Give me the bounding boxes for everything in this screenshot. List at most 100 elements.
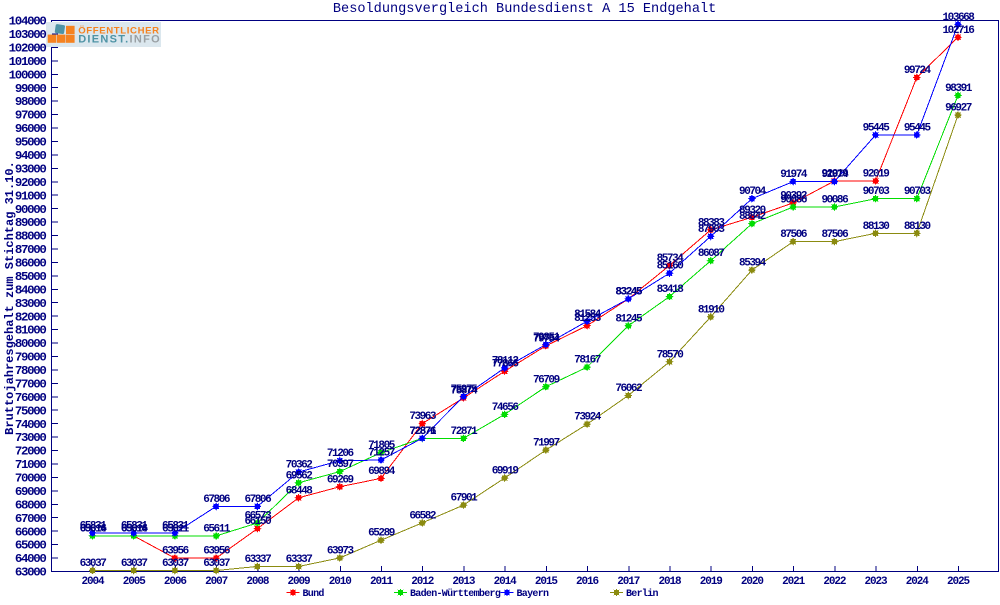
svg-text:70397: 70397 bbox=[327, 459, 354, 471]
svg-text:85160: 85160 bbox=[657, 261, 684, 273]
svg-text:2024: 2024 bbox=[906, 576, 930, 588]
svg-text:93000: 93000 bbox=[15, 162, 47, 176]
svg-text:71206: 71206 bbox=[327, 448, 354, 460]
svg-text:103000: 103000 bbox=[9, 28, 47, 42]
svg-text:102000: 102000 bbox=[9, 41, 47, 55]
svg-text:65616: 65616 bbox=[121, 523, 148, 535]
svg-text:82000: 82000 bbox=[15, 310, 47, 324]
svg-text:69919: 69919 bbox=[492, 466, 519, 478]
svg-text:76062: 76062 bbox=[615, 383, 642, 395]
svg-text:78167: 78167 bbox=[574, 355, 601, 367]
svg-text:Bayern: Bayern bbox=[517, 589, 550, 600]
svg-text:2023: 2023 bbox=[865, 576, 889, 588]
svg-text:2025: 2025 bbox=[947, 576, 971, 588]
svg-text:99000: 99000 bbox=[15, 82, 47, 96]
svg-text:69000: 69000 bbox=[15, 485, 47, 499]
svg-text:89000: 89000 bbox=[15, 216, 47, 230]
svg-text:75975: 75975 bbox=[451, 384, 479, 396]
svg-text:72871: 72871 bbox=[409, 426, 437, 438]
svg-text:81584: 81584 bbox=[574, 309, 602, 321]
svg-text:87000: 87000 bbox=[15, 243, 47, 257]
svg-text:71805: 71805 bbox=[368, 440, 396, 452]
svg-text:89320: 89320 bbox=[739, 205, 766, 217]
svg-text:69894: 69894 bbox=[368, 466, 396, 478]
svg-text:72871: 72871 bbox=[451, 426, 479, 438]
svg-text:63337: 63337 bbox=[286, 554, 313, 566]
svg-text:79851: 79851 bbox=[533, 332, 561, 344]
svg-text:2014: 2014 bbox=[494, 576, 518, 588]
svg-text:77866: 77866 bbox=[492, 359, 519, 371]
svg-text:66150: 66150 bbox=[244, 516, 271, 528]
svg-text:63956: 63956 bbox=[203, 546, 230, 558]
svg-text:76709: 76709 bbox=[533, 374, 560, 386]
svg-text:94000: 94000 bbox=[15, 149, 47, 163]
svg-text:65611: 65611 bbox=[203, 523, 231, 535]
svg-text:87903: 87903 bbox=[698, 224, 726, 236]
svg-text:72000: 72000 bbox=[15, 445, 47, 459]
svg-text:71997: 71997 bbox=[533, 438, 560, 450]
svg-text:88842: 88842 bbox=[739, 211, 766, 223]
svg-text:63337: 63337 bbox=[244, 554, 271, 566]
svg-text:73924: 73924 bbox=[574, 412, 602, 424]
svg-text:Besoldungsvergleich Bundesdien: Besoldungsvergleich Bundesdienst A 15 En… bbox=[333, 2, 716, 17]
svg-text:76000: 76000 bbox=[15, 391, 47, 405]
svg-text:65614: 65614 bbox=[80, 523, 108, 535]
svg-text:104000: 104000 bbox=[9, 15, 47, 29]
svg-text:90000: 90000 bbox=[15, 203, 47, 217]
svg-text:78000: 78000 bbox=[15, 364, 47, 378]
svg-text:2005: 2005 bbox=[123, 576, 147, 588]
svg-text:71257: 71257 bbox=[368, 448, 395, 460]
svg-text:65611: 65611 bbox=[162, 523, 190, 535]
svg-text:100000: 100000 bbox=[9, 68, 47, 82]
svg-text:Berlin: Berlin bbox=[626, 588, 659, 600]
svg-text:2011: 2011 bbox=[370, 576, 394, 588]
svg-text:65000: 65000 bbox=[15, 539, 47, 553]
svg-text:83245: 83245 bbox=[615, 286, 643, 298]
svg-text:95445: 95445 bbox=[904, 122, 932, 134]
svg-text:75874: 75874 bbox=[451, 385, 479, 397]
svg-text:98000: 98000 bbox=[15, 95, 47, 109]
svg-text:74656: 74656 bbox=[492, 402, 519, 414]
svg-text:64000: 64000 bbox=[15, 552, 47, 566]
svg-text:2018: 2018 bbox=[658, 576, 682, 588]
svg-text:103668: 103668 bbox=[943, 12, 976, 24]
svg-text:65614: 65614 bbox=[121, 523, 149, 535]
svg-text:96927: 96927 bbox=[945, 103, 972, 115]
svg-text:67000: 67000 bbox=[15, 512, 47, 526]
svg-text:73000: 73000 bbox=[15, 431, 47, 445]
svg-text:65831: 65831 bbox=[121, 520, 149, 532]
svg-text:2021: 2021 bbox=[782, 576, 806, 588]
svg-text:86087: 86087 bbox=[698, 248, 725, 260]
svg-text:2012: 2012 bbox=[411, 576, 434, 588]
svg-text:2017: 2017 bbox=[617, 576, 640, 588]
svg-text:88383: 88383 bbox=[698, 217, 726, 229]
svg-text:2007: 2007 bbox=[205, 576, 228, 588]
svg-text:92019: 92019 bbox=[821, 169, 848, 181]
svg-text:78112: 78112 bbox=[492, 355, 519, 367]
svg-text:68000: 68000 bbox=[15, 498, 47, 512]
svg-text:88130: 88130 bbox=[904, 221, 931, 233]
svg-text:63000: 63000 bbox=[15, 566, 47, 580]
svg-text:DIENST.INFO: DIENST.INFO bbox=[78, 34, 161, 46]
svg-text:92019: 92019 bbox=[863, 169, 890, 181]
svg-text:85734: 85734 bbox=[657, 253, 685, 265]
svg-text:2015: 2015 bbox=[535, 576, 559, 588]
svg-text:66573: 66573 bbox=[244, 510, 272, 522]
svg-text:81245: 81245 bbox=[615, 313, 643, 325]
svg-text:85394: 85394 bbox=[739, 258, 767, 270]
svg-text:68448: 68448 bbox=[286, 485, 314, 497]
svg-text:79000: 79000 bbox=[15, 351, 47, 365]
svg-text:63037: 63037 bbox=[203, 558, 230, 570]
svg-text:83245: 83245 bbox=[615, 286, 643, 298]
svg-text:88130: 88130 bbox=[863, 221, 890, 233]
svg-text:2016: 2016 bbox=[576, 576, 599, 588]
svg-text:67806: 67806 bbox=[244, 494, 271, 506]
svg-text:63037: 63037 bbox=[162, 558, 189, 570]
svg-text:101000: 101000 bbox=[9, 55, 47, 69]
svg-text:81253: 81253 bbox=[574, 313, 602, 325]
svg-text:71000: 71000 bbox=[15, 458, 47, 472]
svg-text:75000: 75000 bbox=[15, 404, 47, 418]
svg-text:65831: 65831 bbox=[80, 520, 108, 532]
svg-text:91000: 91000 bbox=[15, 189, 47, 203]
svg-text:66000: 66000 bbox=[15, 525, 47, 539]
